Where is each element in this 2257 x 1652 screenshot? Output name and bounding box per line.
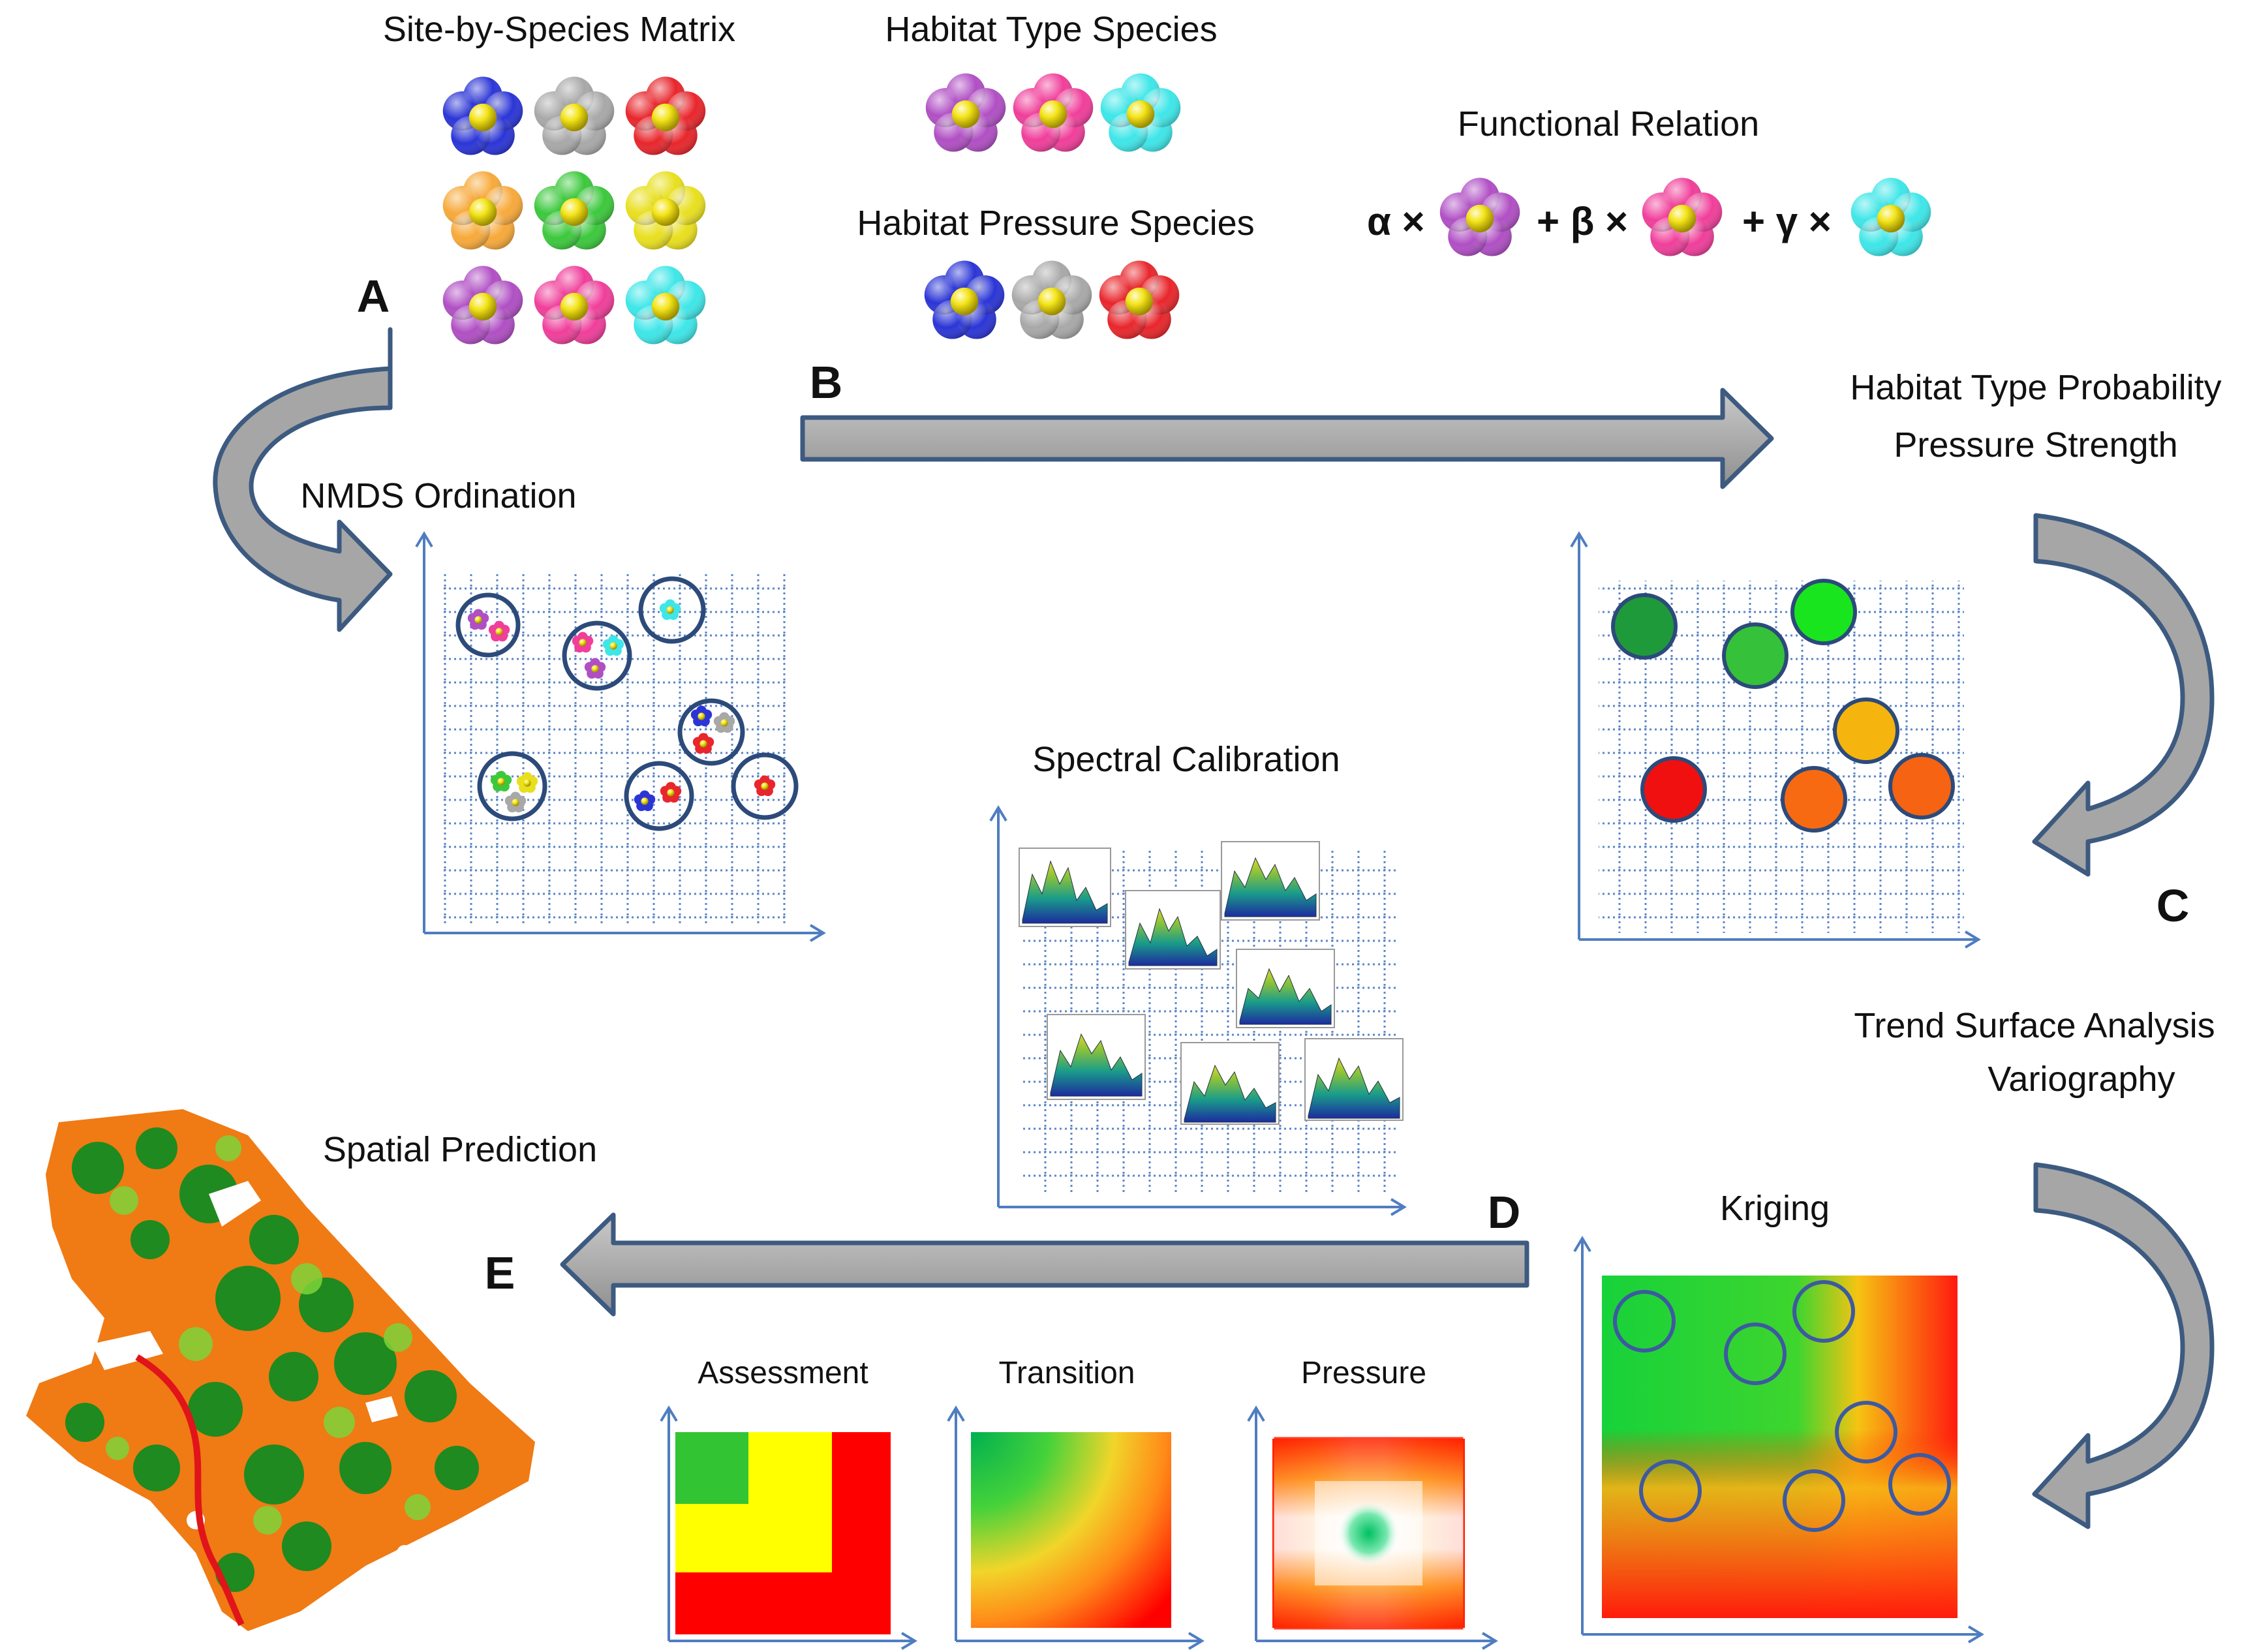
title-habitat-type-probability: Habitat Type Probability (1850, 368, 2221, 407)
kriging-plot (1573, 1236, 1984, 1644)
habitat-type-species-flowers (925, 73, 1181, 152)
arrow-d-curve (2032, 1162, 2215, 1529)
step-label-e: E (485, 1247, 515, 1298)
title-pressure: Pressure (1301, 1356, 1426, 1390)
arrow-b (800, 388, 1774, 489)
arrow-a (213, 327, 393, 632)
pressure-plot (1247, 1405, 1498, 1650)
title-spatial-prediction: Spatial Prediction (323, 1130, 597, 1169)
title-nmds-ordination: NMDS Ordination (300, 476, 576, 515)
formula-gamma: + γ × (1742, 200, 1832, 243)
title-pressure-strength: Pressure Strength (1894, 425, 2177, 465)
step-label-b: B (810, 357, 843, 408)
habitat-probability-plot (1570, 531, 1981, 949)
step-label-a: A (357, 271, 390, 322)
formula-beta: + β × (1537, 200, 1628, 243)
step-label-c: C (2157, 880, 2190, 931)
step-label-d: D (1488, 1187, 1521, 1238)
title-habitat-pressure-species: Habitat Pressure Species (857, 204, 1254, 243)
nmds-ordination-plot (415, 531, 826, 942)
formula-alpha: α × (1367, 200, 1425, 243)
title-site-by-species: Site-by-Species Matrix (383, 10, 735, 49)
title-transition: Transition (999, 1356, 1135, 1390)
spectral-surface-thumbnails (1019, 841, 1404, 1125)
spatial-prediction-map (26, 1109, 535, 1631)
title-kriging: Kriging (1720, 1189, 1830, 1228)
arrow-d (560, 1212, 1529, 1317)
habitat-pressure-species-flowers (924, 260, 1180, 339)
assessment-plot (660, 1405, 917, 1650)
title-spectral-calibration: Spectral Calibration (1032, 740, 1340, 779)
arrow-c (2032, 513, 2215, 877)
title-trend-surface-analysis: Trend Surface Analysis (1854, 1006, 2215, 1045)
title-functional-relation: Functional Relation (1458, 104, 1759, 144)
spectral-calibration-plot (989, 805, 1407, 1216)
site-by-species-matrix (442, 76, 706, 344)
transition-plot (947, 1405, 1205, 1650)
functional-relation-formula: α × + β × + γ × (1367, 177, 1931, 256)
title-habitat-type-species: Habitat Type Species (885, 10, 1217, 49)
title-assessment: Assessment (698, 1356, 868, 1390)
title-variography: Variography (1988, 1060, 2175, 1099)
